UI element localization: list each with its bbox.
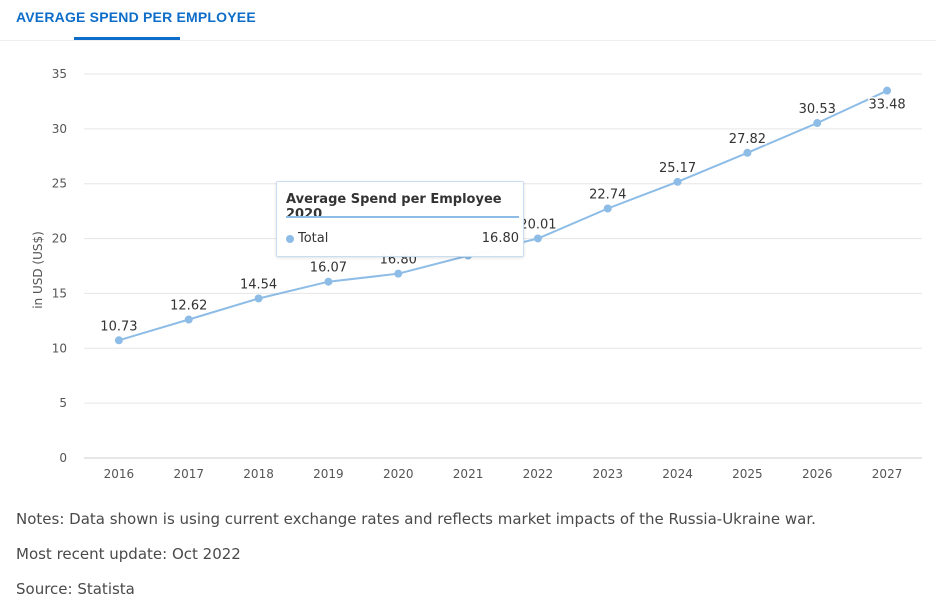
y-tick-label: 10 bbox=[52, 341, 67, 355]
data-label: 22.74 bbox=[589, 188, 626, 203]
chart-tab-header: AVERAGE SPEND PER EMPLOYEE bbox=[0, 0, 936, 41]
data-point[interactable] bbox=[743, 148, 752, 157]
data-label: 20.01 bbox=[519, 217, 556, 232]
data-label: 25.17 bbox=[659, 161, 696, 176]
x-tick-label: 2023 bbox=[592, 467, 623, 481]
data-label: 30.53 bbox=[799, 102, 836, 117]
y-tick-label: 0 bbox=[59, 451, 67, 465]
data-point[interactable] bbox=[813, 119, 822, 128]
data-point[interactable] bbox=[324, 277, 333, 286]
x-tick-label: 2017 bbox=[173, 467, 204, 481]
data-point[interactable] bbox=[533, 234, 542, 243]
data-point[interactable] bbox=[394, 269, 403, 278]
y-tick-label: 5 bbox=[59, 396, 67, 410]
chart-update-date: Most recent update: Oct 2022 bbox=[16, 545, 241, 563]
x-tick-label: 2026 bbox=[802, 467, 833, 481]
chart-tooltip: Average Spend per Employee 2020 Total 16… bbox=[276, 181, 524, 257]
y-tick-label: 35 bbox=[52, 67, 67, 81]
x-tick-label: 2022 bbox=[523, 467, 554, 481]
tooltip-series-dot-icon bbox=[286, 235, 294, 243]
data-label: 33.48 bbox=[868, 98, 905, 113]
tooltip-title: Average Spend per Employee 2020 bbox=[286, 192, 502, 222]
data-point[interactable] bbox=[114, 336, 123, 345]
data-point[interactable] bbox=[184, 315, 193, 324]
x-tick-label: 2020 bbox=[383, 467, 414, 481]
x-tick-label: 2027 bbox=[872, 467, 903, 481]
data-label: 27.82 bbox=[729, 132, 766, 147]
y-tick-label: 25 bbox=[52, 177, 67, 191]
x-axis-ticks: 2016 2017 2018 2019 2020 2021 2022 2023 2024 2025… bbox=[104, 467, 903, 481]
x-tick-label: 2019 bbox=[313, 467, 344, 481]
x-tick-label: 2016 bbox=[104, 467, 135, 481]
chart-source[interactable]: Source: Statista bbox=[16, 580, 135, 598]
tab-title[interactable]: AVERAGE SPEND PER EMPLOYEE bbox=[16, 9, 256, 25]
data-label: 10.73 bbox=[100, 319, 137, 334]
x-tick-label: 2025 bbox=[732, 467, 763, 481]
y-axis-ticks: 0 5 10 15 20 25 30 35 bbox=[52, 67, 67, 465]
tab-active-underline bbox=[74, 37, 180, 40]
data-point[interactable] bbox=[603, 204, 612, 213]
data-point[interactable] bbox=[673, 177, 682, 186]
data-point[interactable] bbox=[254, 294, 263, 303]
y-tick-label: 30 bbox=[52, 122, 67, 136]
y-axis-label: in USD (US$) bbox=[31, 231, 45, 309]
data-label: 14.54 bbox=[240, 277, 277, 292]
tooltip-series-name: Total bbox=[298, 231, 329, 246]
data-point[interactable] bbox=[883, 86, 892, 95]
x-tick-label: 2021 bbox=[453, 467, 484, 481]
y-tick-label: 15 bbox=[52, 286, 67, 300]
x-tick-label: 2018 bbox=[243, 467, 274, 481]
x-tick-label: 2024 bbox=[662, 467, 693, 481]
data-label: 12.62 bbox=[170, 299, 207, 314]
tooltip-value: 16.80 bbox=[481, 231, 519, 246]
data-label: 16.07 bbox=[310, 261, 347, 276]
tooltip-separator bbox=[286, 216, 519, 218]
chart-notes: Notes: Data shown is using current excha… bbox=[16, 510, 816, 528]
y-tick-label: 20 bbox=[52, 232, 67, 246]
